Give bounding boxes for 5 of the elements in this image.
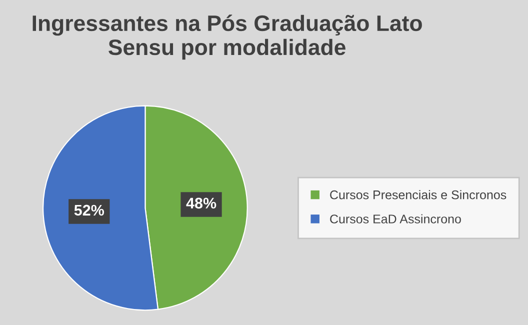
chart-title: Ingressantes na Pós Graduação Lato Sensu por modalidade [32,14,422,60]
legend-label: Cursos EaD Assincrono [330,214,461,224]
data-label: 48% [186,198,216,209]
data-label: 52% [74,204,104,216]
legend-label: Cursos Presenciais e Sincronos [330,190,506,200]
